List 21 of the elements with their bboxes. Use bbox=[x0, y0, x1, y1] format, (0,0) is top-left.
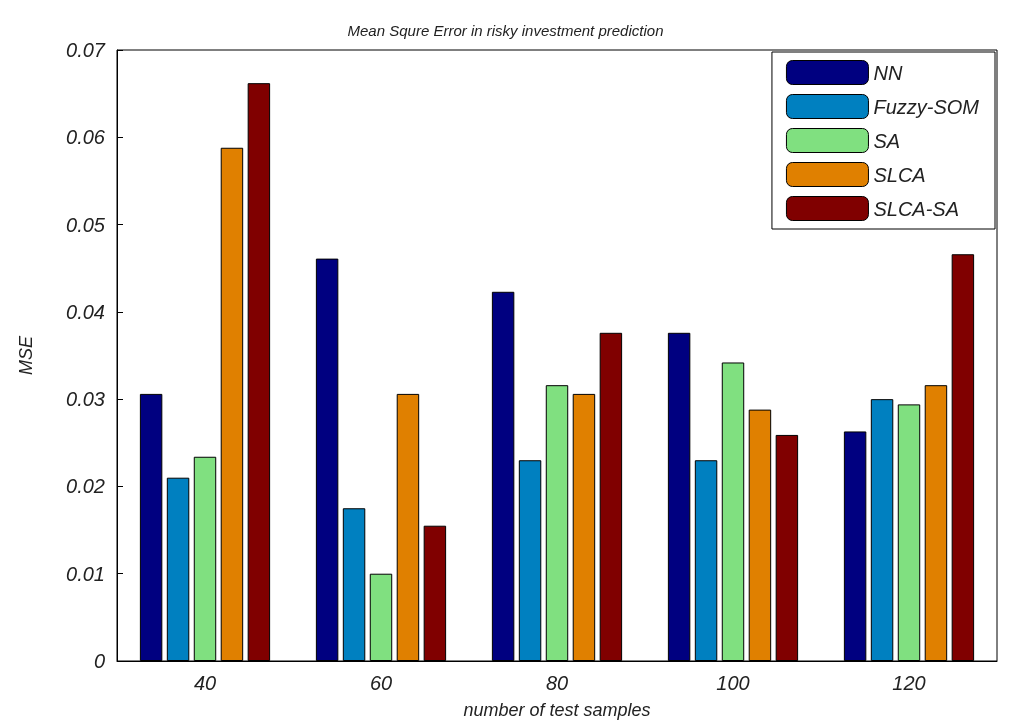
x-tick-label: 120 bbox=[892, 672, 926, 694]
chart-title: Mean Squre Error in risky investment prediction bbox=[347, 22, 664, 39]
legend-label: SA bbox=[873, 129, 901, 152]
legend-label: Fuzzy-SOM bbox=[873, 95, 980, 118]
y-tick-label: 0.02 bbox=[66, 475, 105, 498]
x-tick-label: 100 bbox=[716, 672, 750, 694]
y-tick-label: 0.01 bbox=[66, 562, 105, 585]
x-tick-label: 40 bbox=[193, 672, 217, 694]
y-tick-label: 0.04 bbox=[66, 300, 105, 323]
y-tick-label: 0 bbox=[93, 650, 105, 672]
y-tick-label: 0.03 bbox=[66, 388, 105, 411]
y-tick-label: 0.06 bbox=[66, 126, 106, 149]
legend-label: SLCA bbox=[873, 163, 926, 186]
legend-label: SLCA-SA bbox=[873, 197, 960, 220]
x-tick-label: 80 bbox=[545, 672, 569, 694]
y-axis-title: MSE bbox=[16, 335, 36, 376]
y-tick-label: 0.05 bbox=[66, 213, 106, 236]
legend-label: NN bbox=[873, 61, 903, 84]
x-axis-title: number of test samples bbox=[463, 700, 651, 720]
x-tick-label: 60 bbox=[369, 672, 393, 694]
y-tick-label: 0.07 bbox=[66, 39, 106, 61]
